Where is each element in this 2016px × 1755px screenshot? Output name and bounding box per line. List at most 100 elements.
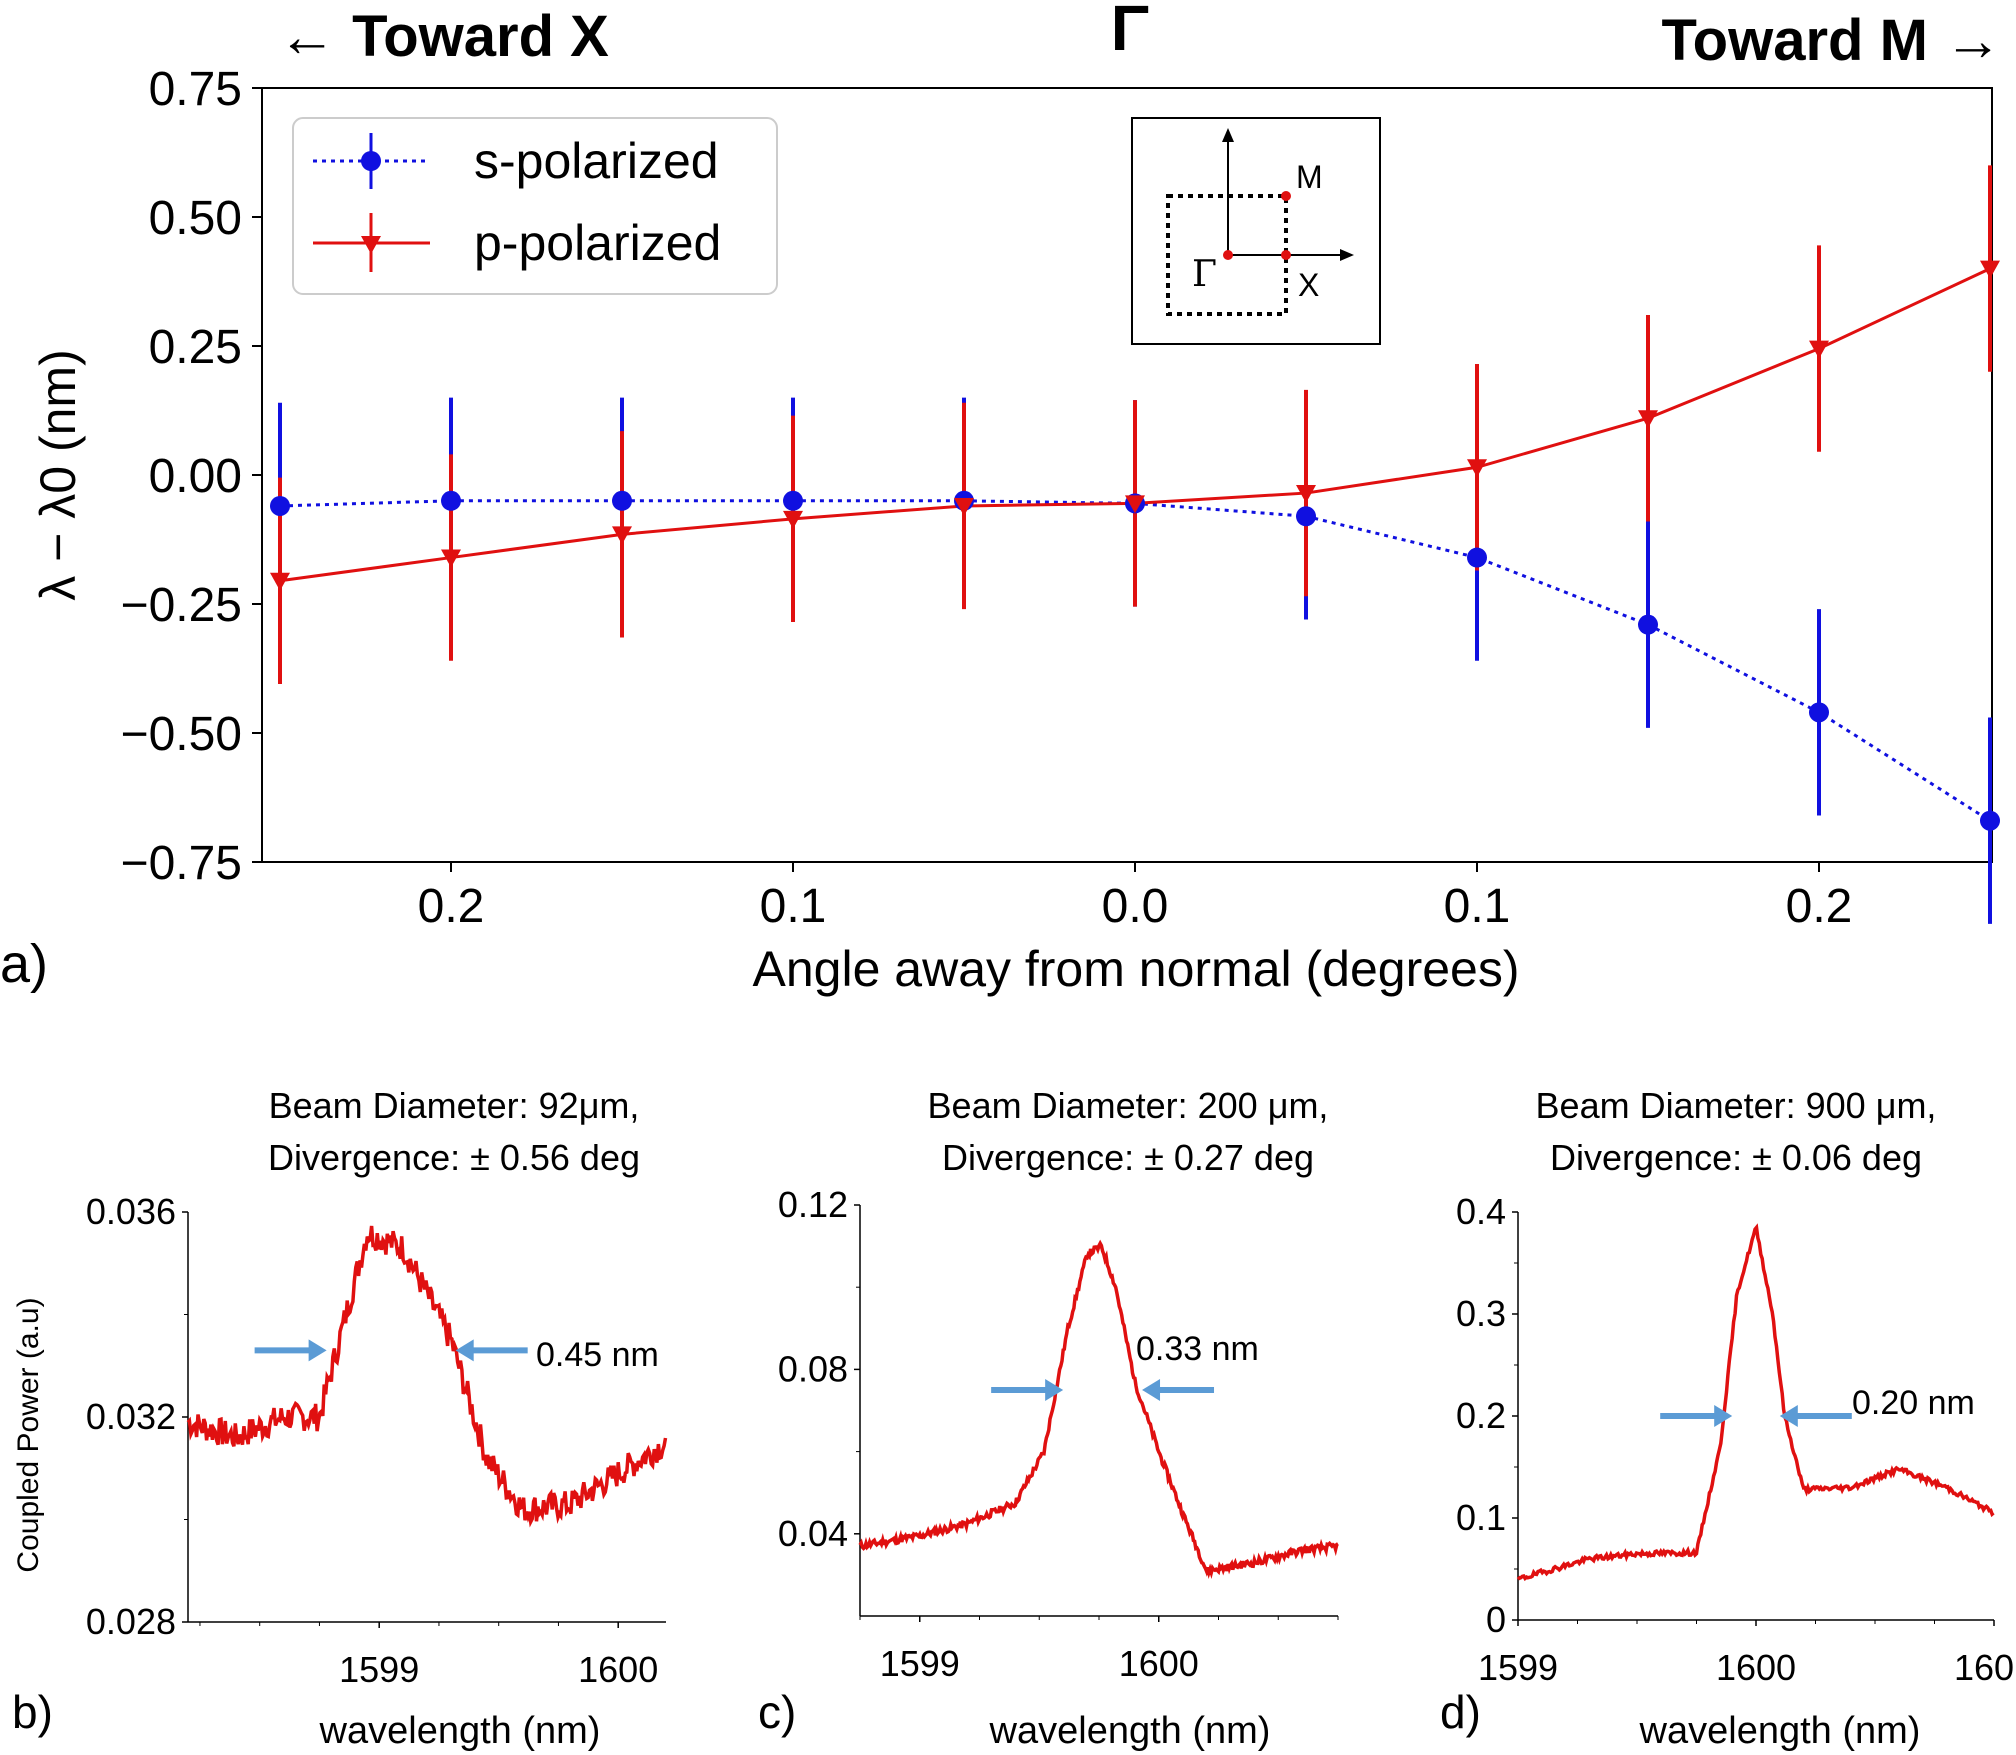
s-polarized-point (270, 495, 290, 516)
brillouin-inset: M Γ X (1131, 117, 1381, 345)
inset-horizontal-arrowhead-icon (1340, 249, 1354, 261)
panel-c-fwhm-arrow-left-head-icon (1045, 1378, 1064, 1401)
panel-a-xtick-label: 0.2 (1786, 880, 1853, 933)
panel-b-ticks: 0.036 0.032 0.028 1599 1600 (86, 1191, 658, 1690)
panel-d-xtick-label: 1600 (1716, 1647, 1796, 1688)
panel-label-c: c) (758, 1686, 796, 1738)
p-polarized-point (1980, 260, 2000, 279)
panel-b-data (186, 1225, 668, 1528)
gamma-label: Γ (1111, 0, 1149, 64)
s-polarized-point (1638, 614, 1658, 635)
panel-b-xtick-label: 1600 (578, 1649, 658, 1690)
panel-d-data (1516, 1223, 1995, 1582)
panel-a-ticks: 0.75 0.50 0.25 0.00 −0.25 −0.50 −0.75 0.2 0.1 0.0… (121, 63, 1853, 933)
p-polarized-point (612, 526, 632, 545)
p-polarized-point (1296, 485, 1316, 504)
legend-p-label: p-polarized (474, 215, 721, 271)
panel-c-data (858, 1239, 1339, 1580)
panel-d-ytick-label: 0.3 (1456, 1293, 1506, 1334)
panel-d-title-line2: Divergence: ± 0.06 deg (1550, 1137, 1922, 1178)
panel-d-plot: Beam Diameter: 900 μm, Divergence: ± 0.0… (1456, 1085, 2016, 1752)
panel-d-xtick-label: 1599 (1478, 1647, 1558, 1688)
panel-c-fwhm-arrow-right-head-icon (1142, 1378, 1161, 1401)
s-polarized-point (783, 490, 803, 511)
inset-frame (1131, 117, 1381, 345)
inset-point-gamma (1223, 250, 1233, 260)
panel-d-fwhm-arrow-left-head-icon (1714, 1405, 1733, 1427)
s-polarized-point (1467, 547, 1487, 568)
panel-b-fwhm-arrow-right-head-icon (455, 1339, 474, 1362)
panel-b-fwhm-label: 0.45 nm (536, 1336, 659, 1374)
panel-a-xtick-label: 0.1 (760, 880, 827, 933)
panel-d-ytick-label: 0.1 (1456, 1497, 1506, 1538)
s-polarized-point (1980, 810, 2000, 831)
panel-b-title-line1: Beam Diameter: 92μm, (269, 1085, 640, 1126)
p-polarized-point (1467, 459, 1487, 478)
panel-b-fwhm-arrow-left-head-icon (308, 1339, 327, 1362)
panel-c-xlabel: wavelength (nm) (989, 1710, 1271, 1752)
panel-d-fwhm-label: 0.20 nm (1852, 1384, 1975, 1422)
panel-d-fwhm-arrow-right-head-icon (1779, 1405, 1798, 1427)
panel-d-ticks: 0.4 0.3 0.2 0.1 0 1599 1600 1601 (1456, 1191, 2016, 1688)
inset-zone-square (1166, 194, 1288, 316)
panel-b-ytick-label: 0.032 (86, 1396, 176, 1437)
inset-label-m: M (1296, 159, 1323, 195)
panel-d-title-line1: Beam Diameter: 900 μm, (1536, 1085, 1937, 1126)
panel-b-xtick-label: 1599 (339, 1649, 419, 1690)
panel-a-ytick-label: 0.25 (149, 321, 242, 374)
p-polarized-point (441, 549, 461, 568)
panel-c-spectrum (858, 1239, 1339, 1580)
panel-a-ytick-label: 0.00 (149, 450, 242, 503)
panel-label-d: d) (1440, 1686, 1481, 1738)
panel-b-ylabel: Coupled Power (a.u) (12, 1297, 45, 1572)
panel-c-ytick-label: 0.08 (778, 1348, 848, 1389)
panel-b-title-line2: Divergence: ± 0.56 deg (268, 1137, 640, 1178)
toward-m-label: Toward M → (1662, 8, 2002, 73)
panel-label-b: b) (12, 1686, 53, 1738)
panel-c-xtick-label: 1599 (880, 1643, 960, 1684)
panel-a-xtick-label: 0.2 (418, 880, 485, 933)
panel-c-title-line2: Divergence: ± 0.27 deg (942, 1137, 1314, 1178)
inset-point-m (1281, 191, 1291, 201)
panel-c-title-line1: Beam Diameter: 200 μm, (928, 1085, 1329, 1126)
panel-c-plot: Beam Diameter: 200 μm, Divergence: ± 0.2… (778, 1085, 1339, 1752)
panel-a-xlabel: Angle away from normal (degrees) (753, 941, 1520, 997)
panel-c-xtick-label: 1600 (1119, 1643, 1199, 1684)
panel-c-ytick-label: 0.04 (778, 1513, 848, 1554)
s-polarized-point (612, 490, 632, 511)
panel-c-ytick-label: 0.12 (778, 1184, 848, 1225)
panel-b-plot: Beam Diameter: 92μm, Divergence: ± 0.56 … (12, 1085, 668, 1752)
inset-label-x: X (1298, 267, 1319, 303)
p-polarized-point (1638, 410, 1658, 429)
panel-label-a: a) (0, 934, 48, 994)
panel-a-ytick-label: 0.75 (149, 63, 242, 116)
panel-c-fwhm-label: 0.33 nm (1136, 1330, 1259, 1368)
legend-s-marker (361, 151, 381, 171)
panel-a-ytick-label: −0.25 (121, 579, 242, 632)
panel-b-ytick-label: 0.036 (86, 1191, 176, 1232)
panel-b-xlabel: wavelength (nm) (319, 1710, 601, 1752)
panel-d-xlabel: wavelength (nm) (1639, 1710, 1921, 1752)
inset-point-x (1281, 250, 1291, 260)
panel-d-ytick-label: 0.4 (1456, 1191, 1506, 1232)
legend-s-label: s-polarized (474, 133, 719, 189)
toward-x-label: ← Toward X (278, 4, 609, 69)
s-polarized-point (1296, 506, 1316, 527)
panel-b-spectrum (186, 1225, 668, 1528)
inset-label-gamma: Γ (1192, 254, 1217, 295)
panel-c-ticks: 0.12 0.08 0.04 1599 1600 (778, 1184, 1339, 1684)
panel-a-xtick-label: 0.0 (1102, 880, 1169, 933)
legend-p-marker (361, 236, 381, 254)
panel-b-ytick-label: 0.028 (86, 1601, 176, 1642)
panel-d-spectrum (1516, 1223, 1995, 1582)
s-polarized-point (1809, 702, 1829, 723)
panel-a-xtick-label: 0.1 (1444, 880, 1511, 933)
legend: s-polarized p-polarized (292, 117, 778, 295)
panel-a-ylabel: λ − λ0 (nm) (30, 349, 86, 600)
inset-vertical-arrowhead-icon (1222, 128, 1234, 142)
p-polarized-point (1125, 495, 1145, 514)
panel-a-data (270, 165, 2000, 924)
panel-d-ytick-label: 0 (1486, 1599, 1506, 1640)
panel-d-ytick-label: 0.2 (1456, 1395, 1506, 1436)
panel-a-ytick-label: 0.50 (149, 192, 242, 245)
